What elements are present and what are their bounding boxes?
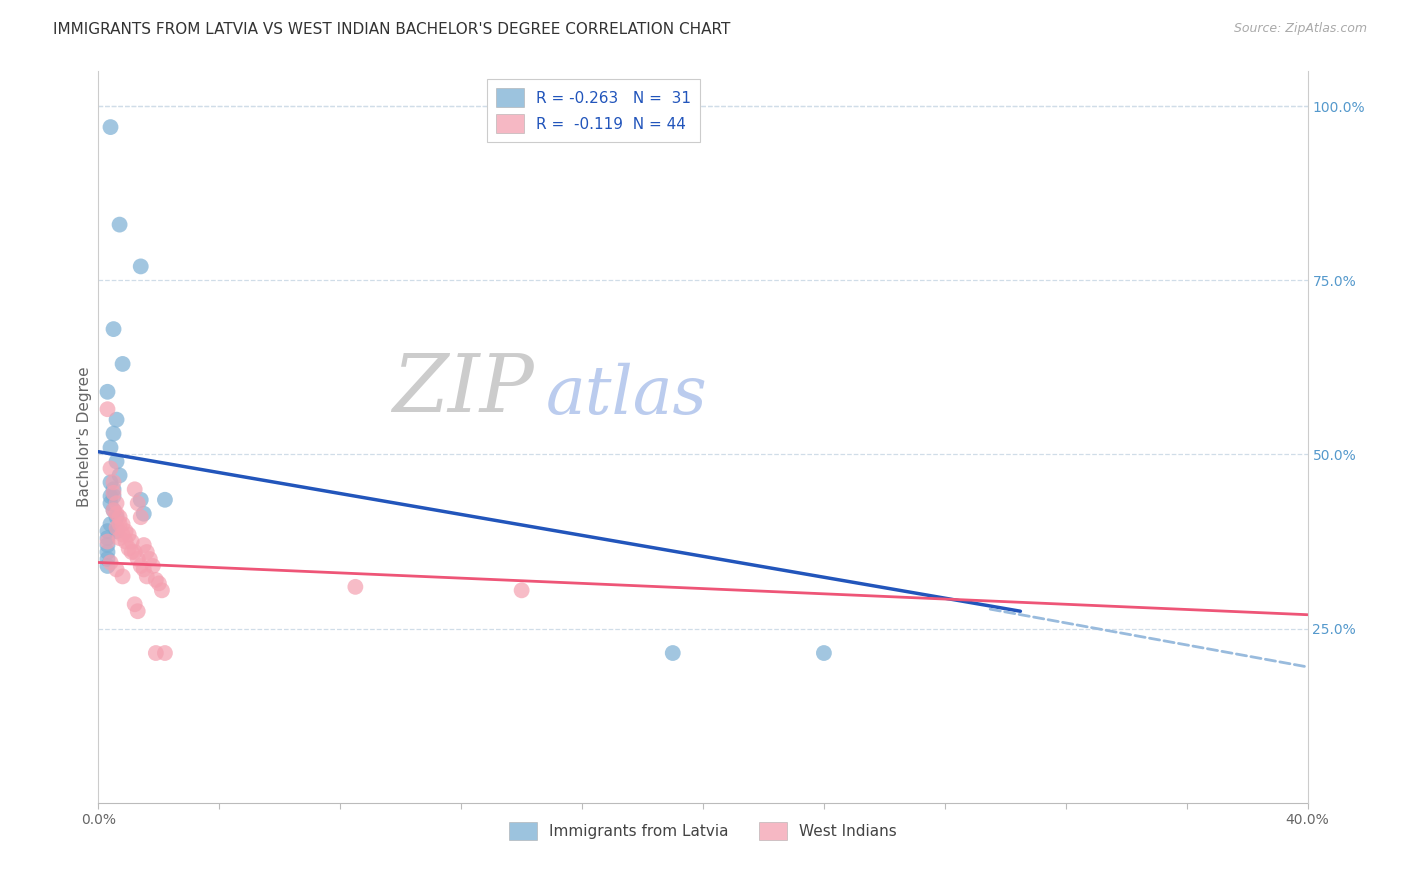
- Point: [96, 552, 118, 566]
- Point: [132, 562, 155, 576]
- Point: [96, 534, 118, 549]
- Point: [100, 489, 122, 503]
- Point: [142, 558, 165, 573]
- Point: [132, 538, 155, 552]
- Point: [105, 524, 128, 538]
- Point: [105, 507, 128, 521]
- Point: [129, 260, 152, 274]
- Point: [105, 496, 128, 510]
- Point: [124, 545, 146, 559]
- Text: atlas: atlas: [546, 363, 707, 428]
- Point: [153, 492, 176, 507]
- Point: [103, 426, 125, 441]
- Point: [100, 517, 122, 532]
- Point: [148, 576, 170, 591]
- Text: IMMIGRANTS FROM LATVIA VS WEST INDIAN BACHELOR'S DEGREE CORRELATION CHART: IMMIGRANTS FROM LATVIA VS WEST INDIAN BA…: [53, 22, 731, 37]
- Point: [105, 521, 128, 535]
- Point: [129, 558, 152, 573]
- Point: [153, 646, 176, 660]
- Point: [103, 475, 125, 490]
- Point: [103, 485, 125, 500]
- Point: [111, 357, 134, 371]
- Point: [105, 510, 128, 524]
- Point: [132, 507, 155, 521]
- Point: [344, 580, 367, 594]
- Point: [100, 120, 122, 134]
- Point: [145, 646, 167, 660]
- Point: [96, 524, 118, 538]
- Legend: Immigrants from Latvia, West Indians: Immigrants from Latvia, West Indians: [503, 815, 903, 847]
- Point: [100, 461, 122, 475]
- Point: [510, 583, 533, 598]
- Point: [129, 510, 152, 524]
- Point: [96, 531, 118, 545]
- Point: [100, 496, 122, 510]
- Point: [111, 517, 134, 532]
- Point: [96, 558, 118, 573]
- Point: [813, 646, 835, 660]
- Point: [96, 402, 118, 417]
- Point: [145, 573, 167, 587]
- Point: [100, 475, 122, 490]
- Point: [105, 454, 128, 468]
- Point: [127, 604, 149, 618]
- Point: [103, 489, 125, 503]
- Point: [661, 646, 683, 660]
- Point: [139, 552, 162, 566]
- Point: [129, 492, 152, 507]
- Point: [100, 441, 122, 455]
- Point: [108, 531, 131, 545]
- Point: [127, 496, 149, 510]
- Point: [114, 524, 136, 538]
- Point: [135, 545, 157, 559]
- Point: [108, 468, 131, 483]
- Point: [96, 538, 118, 552]
- Point: [114, 534, 136, 549]
- Point: [96, 384, 118, 399]
- Point: [135, 569, 157, 583]
- Point: [96, 545, 118, 559]
- Point: [124, 483, 146, 497]
- Point: [103, 322, 125, 336]
- Point: [150, 583, 173, 598]
- Point: [105, 562, 128, 576]
- Y-axis label: Bachelor's Degree: Bachelor's Degree: [77, 367, 91, 508]
- Point: [103, 503, 125, 517]
- Point: [121, 534, 143, 549]
- Text: ZIP: ZIP: [392, 351, 534, 428]
- Point: [108, 517, 131, 532]
- Point: [100, 556, 122, 570]
- Point: [108, 218, 131, 232]
- Point: [118, 527, 141, 541]
- Point: [124, 597, 146, 611]
- Point: [118, 541, 141, 556]
- Point: [108, 510, 131, 524]
- Point: [105, 412, 128, 426]
- Point: [103, 503, 125, 517]
- Point: [121, 545, 143, 559]
- Text: Source: ZipAtlas.com: Source: ZipAtlas.com: [1233, 22, 1367, 36]
- Point: [103, 483, 125, 497]
- Point: [127, 552, 149, 566]
- Point: [111, 527, 134, 541]
- Point: [111, 569, 134, 583]
